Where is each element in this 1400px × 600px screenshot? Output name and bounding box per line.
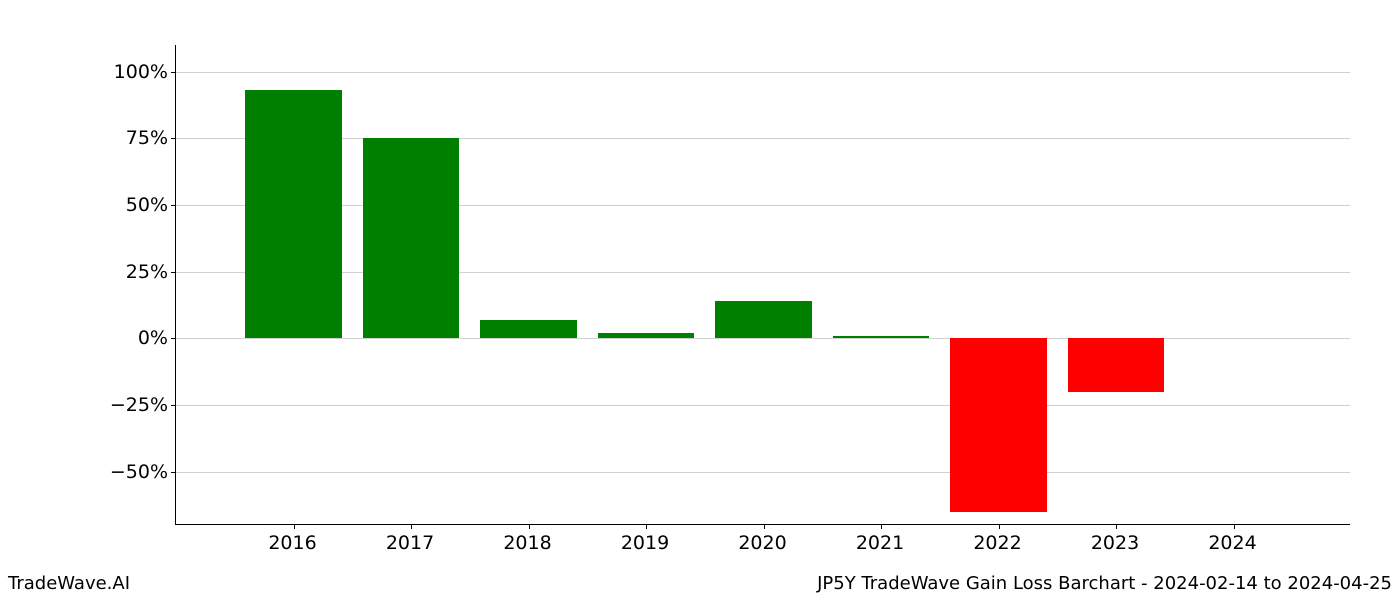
x-tick-label: 2019 <box>621 532 669 554</box>
y-tick-mark <box>171 272 176 273</box>
bar-2021 <box>833 336 929 339</box>
x-tick-label: 2018 <box>503 532 551 554</box>
y-tick-label: −50% <box>108 461 168 483</box>
y-tick-label: 100% <box>108 61 168 83</box>
y-tick-mark <box>171 405 176 406</box>
plot-area <box>175 45 1350 525</box>
x-tick-mark <box>294 524 295 529</box>
y-tick-label: 25% <box>108 261 168 283</box>
gridline <box>176 405 1350 406</box>
bar-2016 <box>245 90 341 338</box>
gridline <box>176 72 1350 73</box>
gridline <box>176 272 1350 273</box>
bar-2019 <box>598 333 694 338</box>
x-tick-mark <box>999 524 1000 529</box>
x-tick-label: 2024 <box>1208 532 1256 554</box>
y-tick-mark <box>171 138 176 139</box>
x-tick-label: 2021 <box>856 532 904 554</box>
y-tick-label: 0% <box>108 327 168 349</box>
gridline <box>176 138 1350 139</box>
footer-right-text: JP5Y TradeWave Gain Loss Barchart - 2024… <box>817 573 1392 594</box>
bar-2017 <box>363 138 459 338</box>
x-tick-mark <box>529 524 530 529</box>
bar-2023 <box>1068 338 1164 391</box>
y-tick-label: 75% <box>108 127 168 149</box>
gridline <box>176 472 1350 473</box>
y-tick-mark <box>171 72 176 73</box>
x-tick-mark <box>764 524 765 529</box>
y-tick-label: 50% <box>108 194 168 216</box>
y-tick-mark <box>171 205 176 206</box>
chart-container: −50% −25% 0% 25% 50% 75% 100% 2016 2017 2018 2019… <box>0 0 1400 600</box>
x-tick-label: 2022 <box>973 532 1021 554</box>
footer-left-text: TradeWave.AI <box>8 573 130 594</box>
x-tick-label: 2016 <box>268 532 316 554</box>
x-tick-mark <box>646 524 647 529</box>
y-tick-mark <box>171 338 176 339</box>
x-tick-mark <box>881 524 882 529</box>
bar-2022 <box>950 338 1046 511</box>
gridline <box>176 205 1350 206</box>
bar-2020 <box>715 301 811 338</box>
x-tick-mark <box>411 524 412 529</box>
x-tick-label: 2020 <box>738 532 786 554</box>
x-tick-label: 2017 <box>386 532 434 554</box>
x-tick-mark <box>1116 524 1117 529</box>
x-tick-label: 2023 <box>1091 532 1139 554</box>
x-tick-mark <box>1234 524 1235 529</box>
y-tick-mark <box>171 472 176 473</box>
gridline <box>176 338 1350 339</box>
y-tick-label: −25% <box>108 394 168 416</box>
bar-2018 <box>480 320 576 339</box>
